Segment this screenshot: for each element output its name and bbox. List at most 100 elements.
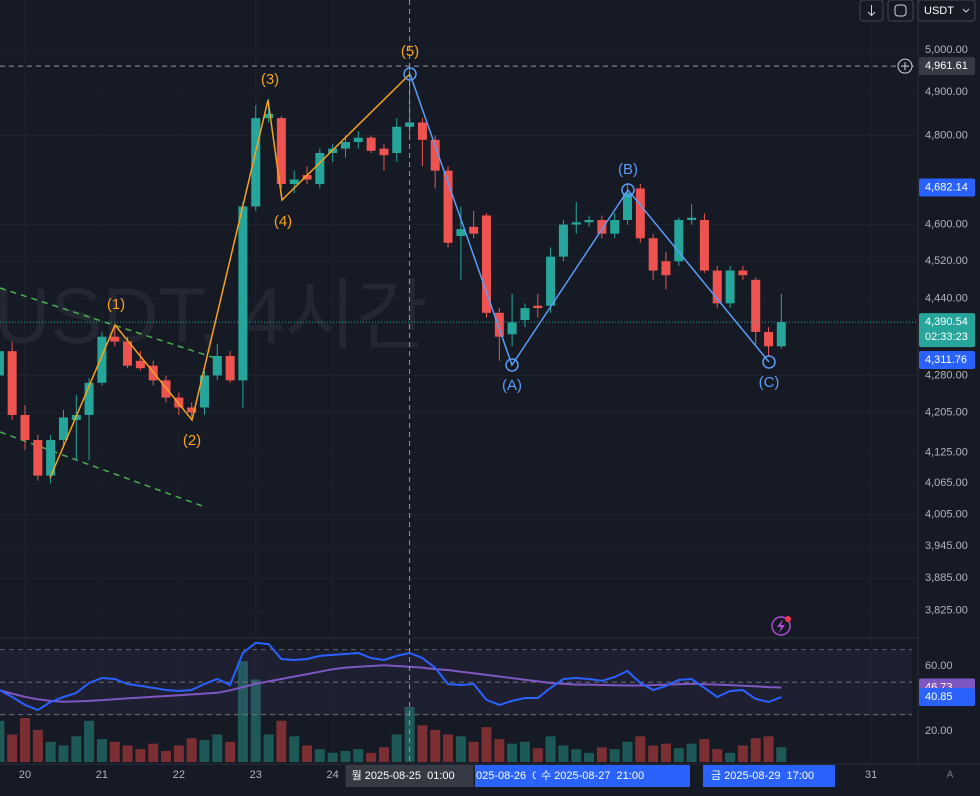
reset-button[interactable] (887, 0, 914, 22)
volume-bar (673, 748, 684, 762)
y-tick-label: 3,885.00 (925, 572, 968, 584)
currency-button[interactable] (917, 0, 976, 22)
y-tick-label: 4,440.00 (925, 293, 968, 305)
time-label-box (703, 765, 835, 787)
candle-body (622, 192, 632, 221)
y-tick-label: 4,900.00 (925, 86, 968, 98)
y-tick-label: 4,520.00 (925, 255, 968, 267)
volume-bar (19, 718, 30, 762)
volume-bar (519, 741, 530, 762)
volume-bar (109, 741, 120, 762)
volume-bar (468, 741, 479, 762)
candle-body (20, 414, 30, 441)
y-tick-label: 4,065.00 (925, 477, 968, 489)
price-label-box (919, 178, 975, 197)
volume-bar (71, 736, 82, 762)
volume-bar (481, 727, 492, 762)
scroll-icon (867, 5, 876, 17)
volume-bar (32, 729, 43, 762)
wave-label: (3) (261, 71, 279, 88)
volume-bar (327, 752, 338, 762)
candle-body (725, 270, 735, 304)
volume-bar (340, 751, 351, 762)
wave-label: (1) (107, 296, 125, 313)
volume-bar (58, 745, 69, 762)
x-tick-label: 31 (865, 769, 877, 781)
volume-bar (199, 740, 210, 762)
volume-bar (122, 745, 133, 762)
y-tick-label: 3,825.00 (925, 605, 968, 617)
volume-bar (737, 745, 748, 762)
candle-body (58, 417, 68, 441)
volume-bar (212, 734, 223, 762)
grid (0, 661, 787, 762)
volume-bar (443, 734, 454, 762)
candle-body (264, 113, 274, 119)
candle-body (687, 217, 697, 221)
volume-bar (314, 749, 325, 762)
volume-bar (776, 747, 787, 762)
toolbar: USDT (859, 0, 976, 22)
candle-body (507, 322, 517, 335)
candle-body (456, 229, 466, 236)
candle-body (751, 279, 761, 332)
auto-scale-button[interactable]: A (947, 770, 954, 781)
candle-body (366, 137, 376, 151)
currency-chevron (962, 8, 970, 13)
volume-bar (289, 736, 300, 762)
volume-bar (660, 743, 671, 762)
volume-bar (494, 739, 505, 762)
x-tick-label: 24 (327, 769, 339, 781)
volume-bar (584, 752, 595, 762)
candle-body (712, 270, 722, 304)
watermark: USDT, 4시간 (0, 272, 428, 360)
volume-bar (250, 679, 261, 762)
wave-point (505, 358, 519, 372)
volume-bar (571, 749, 582, 762)
volume-bar (366, 752, 377, 762)
candle-body (764, 331, 774, 347)
candles (0, 66, 786, 484)
volume-bar (558, 745, 569, 762)
volume-bar (225, 741, 236, 762)
candle-body (635, 188, 645, 239)
wave-correction (409, 73, 770, 367)
candle-body (199, 375, 209, 408)
candle-body (674, 220, 684, 262)
volume-bar (648, 745, 659, 762)
volume-bar (404, 707, 415, 762)
volume-bar (430, 729, 441, 762)
wave-point (762, 355, 776, 369)
candle-body (699, 220, 709, 271)
candle-body (610, 220, 620, 234)
x-tick-label: 22 (173, 769, 185, 781)
candle-body (225, 355, 235, 381)
price-label: 4,682.14 (925, 181, 968, 193)
candle-body (430, 139, 440, 171)
volume-bar (609, 749, 620, 762)
candle-body (597, 220, 607, 234)
candle-body (289, 179, 299, 184)
y-tick-label: 3,945.00 (925, 540, 968, 552)
price-label-box (919, 350, 975, 369)
rsi-band (0, 651, 912, 715)
candle-body (110, 336, 120, 342)
wave-label: (2) (183, 432, 201, 449)
candle-body (7, 351, 17, 415)
volume-bar (173, 745, 184, 762)
volume-bar (635, 736, 646, 762)
wave-label: (C) (759, 374, 780, 391)
rsi-tick-label: 20.00 (925, 725, 953, 737)
candle-body (353, 137, 363, 143)
rsi-ma-line (0, 664, 782, 703)
volume-bar (596, 747, 607, 762)
candle-body (494, 312, 504, 337)
y-tick-label: 4,005.00 (925, 508, 968, 520)
volume-bar (45, 741, 56, 762)
y-tick-label: 4,600.00 (925, 218, 968, 230)
candle-body (46, 440, 56, 476)
